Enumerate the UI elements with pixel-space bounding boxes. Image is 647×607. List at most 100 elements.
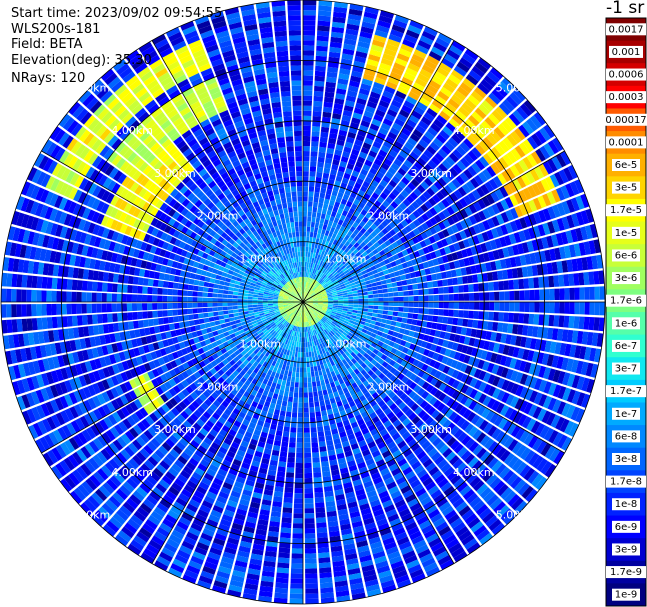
- ppi-cell: [183, 507, 196, 518]
- ppi-cell: [227, 339, 234, 345]
- ppi-cell: [333, 327, 339, 332]
- ppi-cell: [588, 317, 595, 331]
- ppi-cell: [322, 304, 328, 306]
- ppi-cell: [512, 347, 520, 358]
- ppi-cell: [586, 256, 594, 270]
- ppi-cell: [124, 381, 133, 392]
- ppi-cell: [497, 173, 507, 185]
- ppi-cell: [59, 460, 71, 474]
- ppi-cell: [486, 494, 499, 507]
- ppi-cell: [428, 288, 434, 295]
- ppi-cell: [303, 85, 313, 91]
- ppi-cell: [106, 377, 115, 388]
- ppi-cell: [416, 184, 426, 194]
- ppi-cell: [364, 334, 371, 340]
- ppi-cell: [374, 77, 386, 86]
- ppi-cell: [319, 359, 324, 366]
- ppi-cell: [378, 302, 384, 306]
- ppi-cell: [449, 455, 460, 466]
- ppi-cell: [488, 518, 502, 532]
- ppi-cell: [240, 340, 246, 347]
- ppi-cell: [448, 542, 462, 554]
- ppi-cell: [230, 527, 242, 536]
- ppi-cell: [333, 11, 347, 19]
- ppi-cell: [466, 472, 478, 484]
- ppi-cell: [343, 43, 356, 51]
- ppi-cell: [329, 418, 336, 425]
- ppi-cell: [333, 6, 348, 14]
- ppi-cell: [325, 367, 331, 374]
- ppi-cell: [543, 276, 550, 288]
- ppi-cell: [233, 437, 242, 445]
- ppi-cell: [173, 394, 182, 404]
- ppi-cell: [355, 269, 362, 275]
- ppi-cell: [462, 238, 471, 248]
- ppi-cell: [541, 236, 549, 249]
- ppi-cell: [297, 311, 300, 317]
- ppi-cell: [265, 351, 271, 357]
- ppi-cell: [206, 386, 214, 395]
- ppi-cell: [339, 214, 346, 221]
- ppi-cell: [436, 66, 450, 78]
- ppi-cell: [497, 322, 504, 332]
- ppi-cell: [363, 295, 369, 299]
- ppi-cell: [523, 432, 534, 446]
- ppi-cell: [112, 455, 124, 467]
- ppi-cell: [321, 293, 327, 296]
- ppi-cell: [308, 272, 311, 278]
- ppi-cell: [357, 545, 370, 553]
- ppi-cell: [343, 369, 350, 376]
- ppi-cell: [326, 265, 332, 271]
- ppi-cell: [342, 419, 350, 427]
- ppi-cell: [418, 308, 424, 314]
- ppi-cell: [307, 316, 311, 322]
- ppi-cell: [434, 389, 443, 399]
- ppi-cell: [196, 541, 210, 551]
- ppi-cell: [318, 327, 323, 333]
- ppi-cell: [345, 255, 352, 262]
- ppi-cell: [325, 214, 331, 221]
- ppi-cell: [384, 324, 391, 330]
- ppi-cell: [375, 281, 382, 286]
- ppi-cell: [345, 455, 355, 463]
- ppi-cell: [287, 401, 293, 408]
- ppi-cell: [365, 212, 372, 220]
- ppi-cell: [508, 113, 521, 127]
- ppi-cell: [295, 326, 298, 332]
- ppi-cell: [440, 238, 449, 247]
- ppi-cell: [529, 289, 535, 301]
- ppi-cell: [391, 175, 401, 184]
- ppi-cell: [430, 387, 439, 396]
- ppi-cell: [374, 555, 387, 564]
- ppi-cell: [305, 287, 308, 293]
- ppi-cell: [340, 371, 346, 378]
- ppi-cell: [304, 292, 307, 298]
- ppi-cell: [282, 436, 289, 443]
- ppi-cell: [422, 261, 430, 269]
- ppi-cell: [165, 400, 174, 410]
- ppi-cell: [348, 506, 359, 514]
- ppi-cell: [417, 73, 430, 84]
- ppi-cell: [164, 542, 178, 554]
- ppi-cell: [186, 480, 198, 490]
- ppi-cell: [304, 488, 313, 494]
- ppi-cell: [246, 355, 253, 362]
- ppi-cell: [352, 375, 360, 382]
- ppi-cell: [199, 428, 209, 437]
- ppi-cell: [317, 298, 323, 301]
- ppi-cell: [456, 371, 464, 381]
- ppi-cell: [208, 514, 220, 523]
- ppi-cell: [495, 85, 508, 98]
- ppi-cell: [557, 434, 568, 449]
- ppi-cell: [192, 471, 203, 481]
- ppi-cell: [175, 497, 188, 507]
- ppi-cell: [367, 441, 377, 449]
- ppi-cell: [70, 420, 81, 433]
- ppi-cell: [336, 170, 344, 178]
- ppi-cell: [350, 232, 357, 239]
- ppi-cell: [303, 10, 316, 16]
- ppi-cell: [465, 266, 472, 275]
- ppi-cell: [578, 316, 585, 330]
- ppi-cell: [380, 403, 389, 412]
- ppi-cell: [371, 504, 383, 513]
